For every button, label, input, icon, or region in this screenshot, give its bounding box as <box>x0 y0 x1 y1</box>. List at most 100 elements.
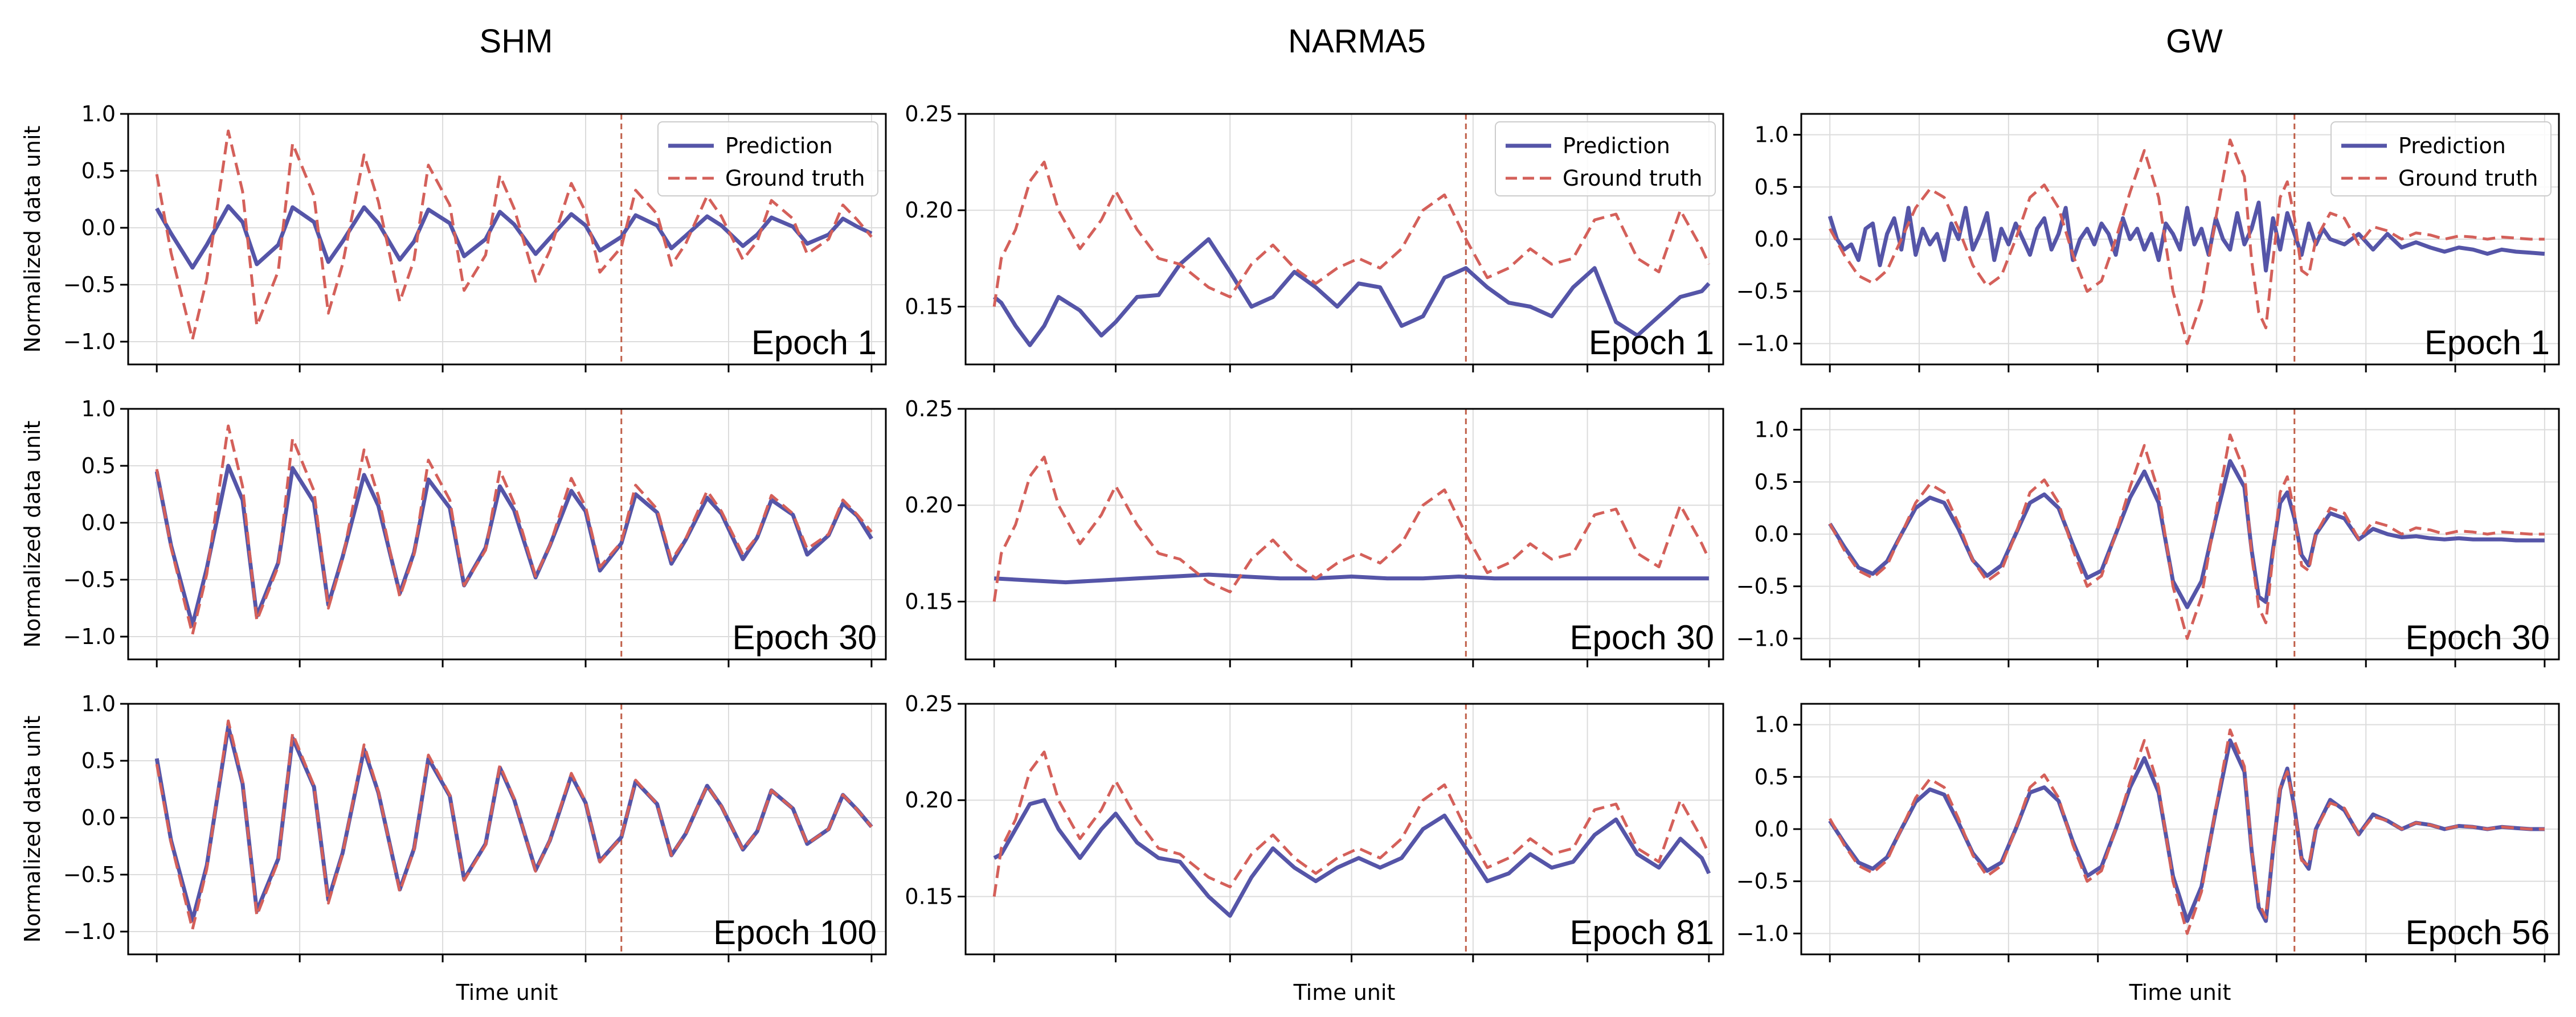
epoch-annotation: Epoch 1 <box>751 323 877 362</box>
panel-shm-row1: −1.0 −0.5 0.0 0.5 1.0 Normalized data unit Epo… <box>20 101 887 372</box>
y-tick-label: 0.20 <box>905 788 953 813</box>
y-tick-label: −1.0 <box>1736 921 1789 946</box>
prediction-line <box>993 798 1711 918</box>
ground-truth-line <box>155 424 873 636</box>
y-tick-label: 0.5 <box>1755 764 1789 789</box>
legend-ground-truth-label: Ground truth <box>1563 166 1702 191</box>
y-tick-label: −0.5 <box>63 567 116 592</box>
y-tick-label: 1.0 <box>1755 417 1789 442</box>
panel-gw-row2: −1.0 −0.5 0.0 0.5 1.0 Epoch 30 <box>1736 408 2560 667</box>
epoch-annotation: Epoch 30 <box>732 618 877 657</box>
column-title-gw: GW <box>2166 23 2223 60</box>
y-tick-label: 1.0 <box>1755 712 1789 737</box>
panel-shm-row2: −1.0 −0.5 0.0 0.5 1.0 Normalized data unit Epo… <box>20 396 887 667</box>
axes-frame <box>127 703 887 956</box>
epoch-annotation: Epoch 30 <box>1569 618 1714 657</box>
y-tick-label: 0.5 <box>81 453 116 478</box>
prediction-line <box>994 572 1709 585</box>
prediction-line <box>992 237 1711 347</box>
ground-truth-line <box>1829 138 2545 345</box>
y-axis-label: Normalized data unit <box>20 421 45 648</box>
axes-frame <box>127 408 887 661</box>
epoch-annotation: Epoch 100 <box>713 913 877 952</box>
column-title-shm: SHM <box>480 23 553 60</box>
y-tick-label: 0.20 <box>905 493 953 518</box>
y-tick-label: −0.5 <box>1736 574 1789 599</box>
ground-truth-line <box>992 456 1711 602</box>
ground-truth-line <box>155 129 873 341</box>
ground-truth-line <box>1829 433 2545 640</box>
y-tick-label: 1.0 <box>81 691 116 716</box>
legend-prediction-label: Prediction <box>725 133 833 158</box>
prediction-line <box>154 464 873 628</box>
x-axis-label: Time unit <box>456 980 558 1005</box>
y-tick-label: 0.0 <box>81 510 116 535</box>
panels-grid: −1.0 −0.5 0.0 0.5 1.0 Normalized data unit Epo… <box>20 101 2560 1005</box>
y-tick-label: 0.5 <box>81 158 116 183</box>
y-tick-label: −0.5 <box>63 272 116 297</box>
epoch-annotation: Epoch 81 <box>1569 913 1714 952</box>
y-tick-label: −0.5 <box>1736 869 1789 894</box>
panel-shm-row3: −1.0 −0.5 0.0 0.5 1.0 Normalized data unit Tim… <box>20 691 887 1005</box>
column-title-narma5: NARMA5 <box>1288 23 1426 60</box>
epoch-annotation: Epoch 1 <box>2424 323 2550 362</box>
y-tick-label: 0.20 <box>905 198 953 223</box>
axes-frame <box>964 113 1724 366</box>
legend-prediction-label: Prediction <box>2398 133 2506 158</box>
axes-frame <box>127 113 887 366</box>
y-tick-label: −0.5 <box>1736 279 1789 304</box>
prediction-line <box>155 204 873 270</box>
y-axis-label: Normalized data unit <box>20 716 45 943</box>
y-tick-label: 0.25 <box>905 691 953 716</box>
y-tick-label: −1.0 <box>1736 331 1789 356</box>
prediction-line <box>154 724 873 922</box>
ground-truth-line <box>992 161 1711 307</box>
y-axis-label: Normalized data unit <box>20 126 45 353</box>
y-tick-label: −1.0 <box>1736 626 1789 651</box>
legend: Prediction Ground truth <box>2330 121 2552 196</box>
y-tick-label: 0.5 <box>81 748 116 773</box>
y-tick-label: 0.5 <box>1755 469 1789 494</box>
y-tick-label: 1.0 <box>1755 122 1789 147</box>
panel-narma5-row2: 0.15 0.20 0.25 Epoch 30 <box>905 396 1724 667</box>
y-tick-label: −1.0 <box>63 624 116 649</box>
y-tick-label: 0.15 <box>905 294 953 319</box>
panel-narma5-row3: 0.15 0.20 0.25 Time unit Epoch 81 <box>905 691 1724 1005</box>
x-axis-label: Time unit <box>2129 980 2231 1005</box>
legend-ground-truth-label: Ground truth <box>2398 166 2538 191</box>
axes-frame <box>964 408 1724 661</box>
y-tick-label: −1.0 <box>63 329 116 354</box>
y-tick-label: 0.0 <box>1755 817 1789 842</box>
y-tick-label: 0.0 <box>81 805 116 830</box>
panel-narma5-row1: 0.15 0.20 0.25 Epoch 1 Prediction Ground trut… <box>905 101 1724 372</box>
y-tick-label: 1.0 <box>81 101 116 126</box>
legend-prediction-label: Prediction <box>1563 133 1670 158</box>
legend: Prediction Ground truth <box>657 121 878 196</box>
panel-gw-row1: −1.0 −0.5 0.0 0.5 1.0 Epoch 1 Prediction Ground… <box>1736 113 2560 372</box>
prediction-line <box>1828 459 2545 609</box>
prediction-line <box>1827 200 2545 273</box>
y-tick-label: 0.25 <box>905 396 953 421</box>
legend: Prediction Ground truth <box>1495 121 1716 196</box>
y-tick-label: 0.15 <box>905 884 953 909</box>
y-tick-label: −0.5 <box>63 862 116 887</box>
y-tick-label: 0.0 <box>1755 227 1789 252</box>
epoch-annotation: Epoch 56 <box>2405 913 2550 952</box>
panel-gw-row3: −1.0 −0.5 0.0 0.5 1.0 Time unit Epoch 56 <box>1736 703 2560 1005</box>
y-tick-label: 0.15 <box>905 589 953 614</box>
ground-truth-line <box>155 719 873 931</box>
ground-truth-line <box>992 751 1711 897</box>
y-tick-label: 0.0 <box>1755 522 1789 547</box>
epoch-annotation: Epoch 1 <box>1589 323 1714 362</box>
y-tick-label: 1.0 <box>81 396 116 421</box>
y-tick-label: 0.5 <box>1755 174 1789 199</box>
y-tick-label: −1.0 <box>63 919 116 944</box>
y-tick-label: 0.25 <box>905 101 953 126</box>
epoch-annotation: Epoch 30 <box>2405 618 2550 657</box>
legend-ground-truth-label: Ground truth <box>725 166 865 191</box>
axes-frame <box>964 703 1724 956</box>
ground-truth-line <box>1829 728 2545 935</box>
y-tick-label: 0.0 <box>81 215 116 240</box>
x-axis-label: Time unit <box>1293 980 1396 1005</box>
